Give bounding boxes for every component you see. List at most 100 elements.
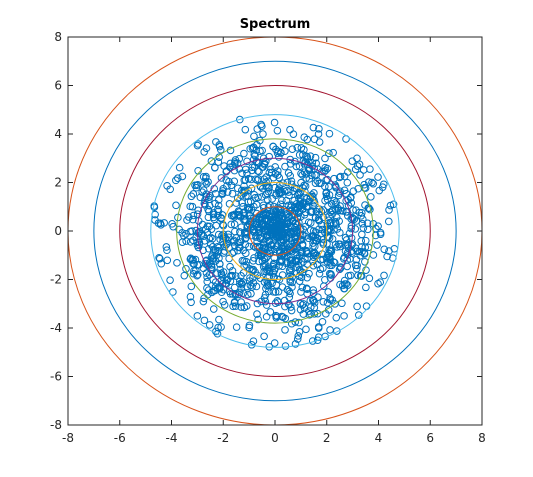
scatter-point: [231, 302, 240, 310]
scatter-point: [281, 342, 290, 350]
scatter-point: [328, 235, 337, 243]
scatter-point: [229, 211, 238, 220]
scatter-point: [351, 165, 360, 174]
scatter-point: [194, 181, 202, 189]
scatter-point: [282, 196, 291, 205]
scatter-point: [290, 227, 299, 236]
scatter-point: [240, 257, 248, 265]
scatter-point: [166, 276, 174, 284]
scatter-point: [348, 213, 357, 222]
scatter-point: [267, 165, 275, 174]
scatter-point: [283, 286, 292, 294]
scatter-point: [346, 194, 355, 202]
x-tick-label: 0: [271, 431, 279, 445]
scatter-point: [191, 255, 200, 264]
scatter-point: [325, 129, 334, 138]
scatter-point: [258, 257, 267, 265]
x-tick-label: 8: [478, 431, 486, 445]
scatter-point: [295, 162, 304, 171]
scatter-point: [275, 214, 284, 223]
scatter-point: [193, 210, 202, 218]
scatter-point: [279, 221, 287, 230]
scatter-point: [333, 327, 341, 335]
scatter-point: [199, 173, 208, 181]
scatter-point: [178, 172, 187, 181]
scatter-point: [195, 227, 204, 236]
scatter-point: [241, 234, 249, 243]
scatter-point: [311, 179, 320, 187]
scatter-point: [321, 154, 329, 163]
scatter-point: [241, 165, 250, 174]
scatter-point: [246, 274, 254, 282]
scatter-point: [309, 296, 318, 305]
scatter-point: [204, 286, 213, 294]
x-tick-label: -2: [217, 431, 229, 445]
scatter-point: [251, 152, 259, 160]
scatter-point: [253, 299, 262, 308]
scatter-point: [301, 255, 309, 263]
scatter-point: [314, 130, 323, 138]
scatter-point: [270, 225, 278, 234]
scatter-point: [254, 175, 263, 183]
scatter-point: [240, 149, 248, 158]
scatter-point: [162, 243, 171, 251]
scatter-point: [262, 312, 271, 321]
scatter-point: [302, 152, 310, 160]
scatter-point: [285, 293, 294, 302]
scatter-point: [336, 206, 345, 215]
scatter-point: [313, 336, 322, 345]
scatter-point: [242, 302, 251, 310]
scatter-point: [331, 240, 340, 249]
scatter-point: [208, 251, 217, 260]
scatter-point: [250, 254, 258, 262]
scatter-point: [303, 135, 312, 144]
scatter-point: [279, 140, 288, 149]
scatter-point: [327, 246, 336, 255]
scatter-point: [243, 157, 251, 166]
scatter-point: [306, 193, 315, 201]
scatter-point: [281, 162, 289, 171]
scatter-point: [318, 167, 326, 176]
ticks: -8 -6 -4 -2 0 2 4 6 8 -8 -6 -4 -2 0 2 4 6 8: [50, 30, 486, 445]
scatter-point: [271, 163, 280, 171]
scatter-point: [368, 178, 376, 187]
scatter-point: [249, 257, 257, 265]
scatter-point: [187, 282, 196, 291]
scatter-point: [254, 315, 262, 324]
scatter-point: [263, 277, 271, 286]
scatter-point: [192, 233, 200, 242]
scatter-point: [286, 272, 294, 280]
scatter-point: [385, 247, 393, 255]
scatter-point: [234, 184, 242, 193]
scatter-point: [272, 145, 280, 154]
scatter-point: [202, 179, 211, 188]
contour-circle-5: [150, 114, 400, 348]
scatter-point: [335, 173, 344, 182]
scatter-point: [268, 195, 277, 203]
scatter-point: [287, 255, 295, 264]
scatter-point: [324, 227, 332, 235]
scatter-point: [173, 259, 181, 267]
scatter-point: [299, 225, 308, 234]
scatter-point: [191, 181, 199, 190]
scatter-point: [246, 197, 255, 206]
scatter-point: [296, 305, 305, 314]
scatter-point: [242, 233, 250, 242]
scatter-point: [173, 174, 182, 182]
scatter-point: [202, 260, 210, 268]
scatter-point: [209, 305, 218, 313]
scatter-point: [270, 259, 278, 268]
scatter-point: [205, 207, 213, 216]
scatter-point: [236, 277, 244, 286]
scatter-point: [357, 272, 366, 280]
scatter-point: [366, 165, 374, 173]
scatter-point: [291, 256, 299, 265]
scatter-point: [386, 201, 395, 210]
scatter-point: [214, 196, 223, 204]
scatter-point: [327, 271, 335, 279]
scatter-point: [347, 222, 356, 230]
scatter-point: [227, 220, 236, 229]
scatter-point: [291, 207, 300, 215]
scatter-point: [225, 243, 233, 252]
scatter-point: [314, 324, 323, 332]
